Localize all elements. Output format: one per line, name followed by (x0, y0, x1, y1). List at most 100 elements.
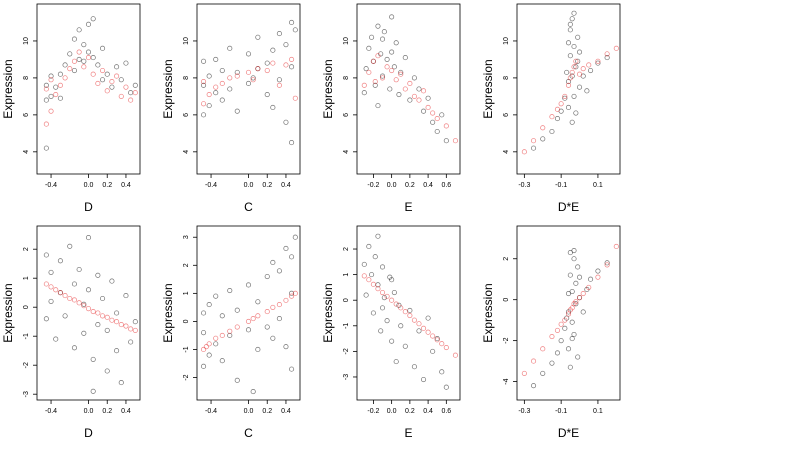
data-point (270, 335, 276, 341)
data-point (213, 84, 219, 90)
y-tick-label: 1 (183, 291, 190, 295)
data-point (201, 112, 207, 118)
data-point (201, 101, 207, 107)
plot-frame (36, 225, 141, 401)
data-point (53, 287, 59, 293)
data-point (416, 328, 422, 334)
data-point (289, 56, 295, 62)
data-point (48, 269, 54, 275)
data-point (118, 77, 124, 83)
data-point (95, 272, 101, 278)
data-point (411, 317, 417, 323)
y-tick-label: -4 (503, 378, 510, 384)
x-tick-label: 0.4 (121, 408, 131, 415)
data-point (411, 364, 417, 370)
x-tick-label: 0.2 (102, 408, 112, 415)
data-point (250, 389, 256, 395)
data-point (443, 344, 449, 351)
data-point (270, 60, 276, 66)
data-point (558, 338, 564, 344)
data-point (584, 88, 590, 94)
x-axis-label: D (84, 426, 93, 440)
y-tick-label: 4 (503, 150, 510, 154)
x-tick-label: 0.2 (405, 408, 415, 415)
x-axis-label: E (404, 426, 412, 440)
data-point (227, 75, 233, 81)
data-point (219, 97, 225, 103)
x-axis-label: C (244, 426, 253, 440)
data-point (363, 66, 369, 72)
data-point (245, 318, 252, 324)
plot-frame (196, 3, 301, 175)
data-point (580, 290, 586, 297)
data-point (595, 268, 601, 274)
y-tick-label: 8 (183, 76, 190, 80)
data-point (398, 323, 404, 329)
data-point (227, 86, 233, 92)
y-tick-label: 10 (183, 37, 190, 45)
y-tick-label: 0 (183, 319, 190, 323)
data-point (95, 62, 101, 68)
data-point (283, 297, 289, 303)
data-point (292, 95, 298, 101)
data-point (276, 77, 282, 83)
y-tick-label: 2 (343, 247, 350, 251)
y-tick-label: 6 (343, 113, 350, 117)
data-point (393, 77, 399, 83)
x-tick-label: -0.2 (367, 408, 379, 415)
data-point (114, 348, 120, 354)
x-axis-label: D*E (558, 200, 579, 214)
data-point (250, 316, 256, 322)
data-point (95, 80, 101, 87)
x-tick-label: 0.0 (387, 408, 397, 415)
data-point (565, 311, 572, 317)
series-1 (201, 19, 298, 146)
x-tick-label: 0.4 (281, 408, 291, 415)
data-point (100, 67, 106, 74)
data-point (283, 344, 289, 350)
data-point (104, 327, 110, 333)
data-point (118, 380, 124, 386)
data-point (67, 243, 73, 249)
data-point (420, 325, 427, 331)
data-point (391, 289, 397, 296)
data-point (565, 82, 572, 88)
data-point (434, 128, 440, 135)
data-point (250, 77, 256, 83)
data-point (76, 56, 82, 62)
data-point (57, 290, 63, 296)
y-tick-label: 10 (503, 37, 510, 45)
data-point (379, 305, 386, 311)
data-point (366, 243, 372, 250)
data-point (90, 55, 96, 61)
data-point (206, 91, 212, 98)
data-point (430, 119, 436, 125)
data-point (90, 308, 96, 315)
data-point (562, 325, 568, 331)
data-point (43, 86, 49, 92)
data-point (201, 58, 207, 64)
data-point (430, 110, 436, 116)
data-point (109, 317, 115, 323)
data-point (369, 272, 375, 278)
data-point (76, 266, 82, 273)
data-point (569, 336, 575, 342)
data-point (372, 82, 378, 88)
data-point (132, 82, 138, 88)
data-point (245, 327, 252, 333)
y-tick-label: 3 (183, 235, 190, 239)
y-tick-label: 4 (183, 150, 190, 154)
y-tick-label: -2 (23, 362, 30, 368)
y-tick-label: -2 (503, 337, 510, 343)
y-tick-label: 8 (343, 76, 350, 80)
data-point (576, 49, 583, 55)
data-point (564, 69, 570, 75)
data-point (567, 27, 573, 33)
data-point (264, 309, 270, 315)
data-point (549, 114, 555, 120)
data-point (264, 273, 270, 280)
data-point (567, 272, 573, 278)
data-point (580, 309, 586, 315)
data-point (276, 268, 282, 274)
data-point (292, 27, 298, 33)
